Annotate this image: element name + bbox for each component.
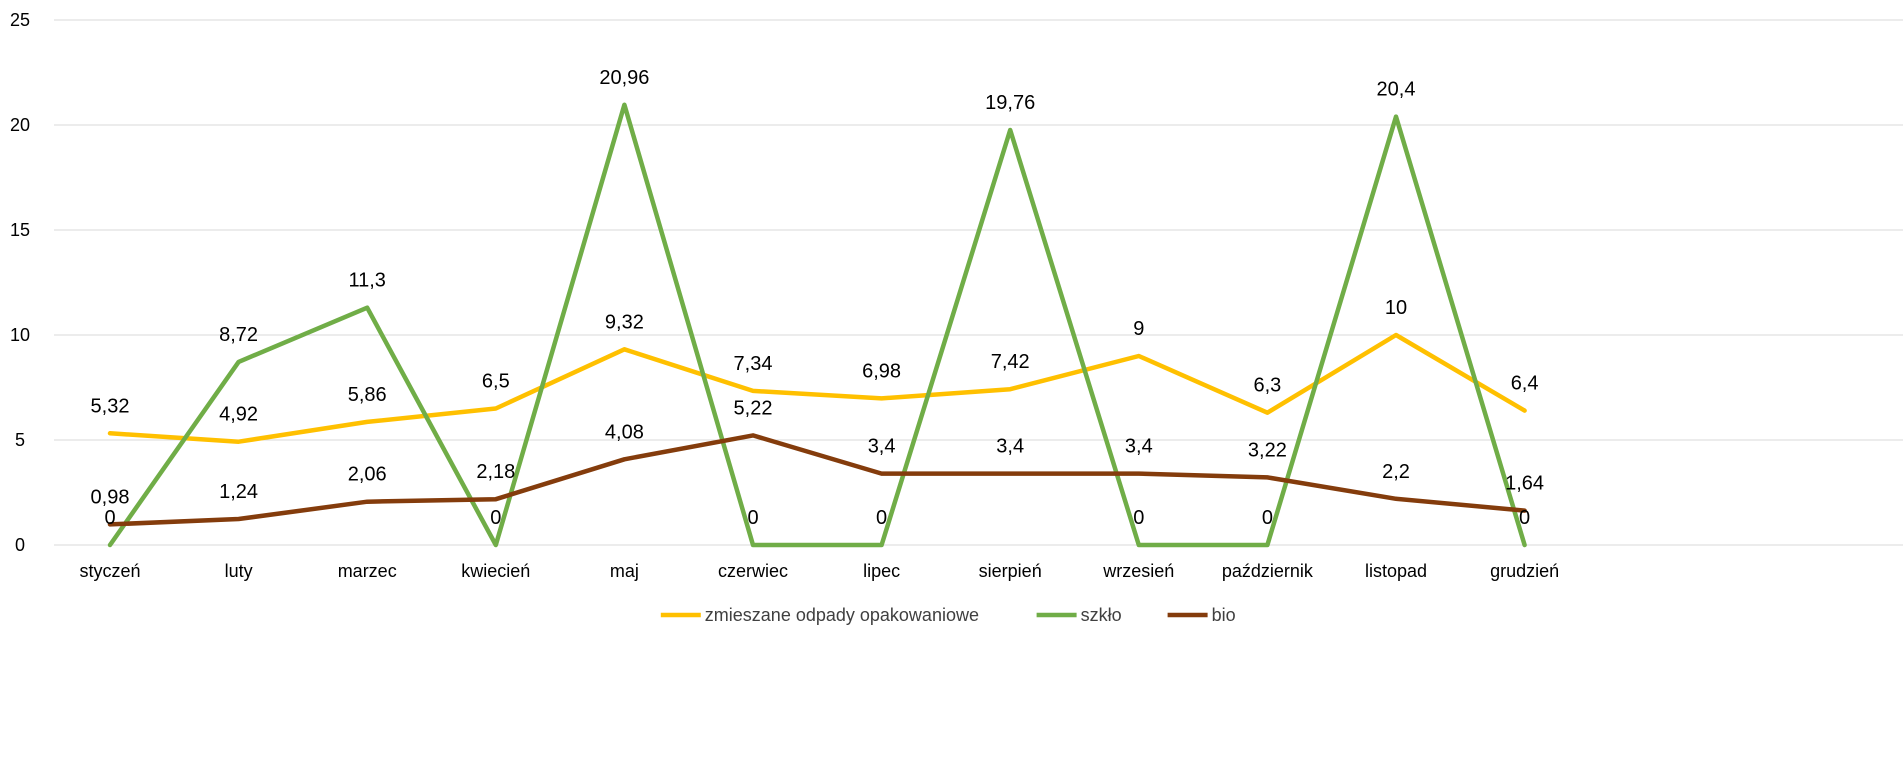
y-tick-label: 25	[10, 10, 30, 30]
y-tick-label: 20	[10, 115, 30, 135]
legend-item: szkło	[1036, 605, 1122, 625]
data-label: 2,06	[348, 464, 387, 486]
legend: zmieszane odpady opakowaniowe szkło bio	[660, 605, 1236, 625]
data-labels-layer: 5,32 4,92 5,86 6,5 9,32 7,34 6,98 7,42 9 6,3 10 6,4…	[91, 67, 1545, 529]
data-label: 0	[1133, 507, 1144, 529]
legend-label: szkło	[1081, 605, 1122, 625]
x-tick-label: styczeń	[79, 561, 140, 581]
x-tick-label: wrzesień	[1102, 561, 1174, 581]
x-tick-label: czerwiec	[718, 561, 788, 581]
data-label: 1,24	[219, 481, 258, 503]
data-label: 9	[1133, 318, 1144, 340]
data-label: 5,32	[91, 395, 130, 417]
data-label: 0	[104, 507, 115, 529]
data-label: 0	[1262, 507, 1273, 529]
data-label: 20,96	[599, 67, 649, 89]
data-label: 0,98	[91, 486, 130, 508]
data-label: 2,18	[476, 461, 515, 483]
x-tick-label: grudzień	[1490, 561, 1559, 581]
y-tick-label: 10	[10, 325, 30, 345]
y-tick-label: 15	[10, 220, 30, 240]
legend-item: bio	[1167, 605, 1236, 625]
data-label: 6,4	[1511, 373, 1539, 395]
data-label: 4,08	[605, 421, 644, 443]
x-tick-label: lipec	[863, 561, 900, 581]
series-line-0	[107, 332, 1527, 444]
grid-layer	[54, 19, 1903, 546]
x-tick-label: marzec	[338, 561, 397, 581]
data-label: 9,32	[605, 311, 644, 333]
x-tick-label: maj	[610, 561, 639, 581]
data-label: 3,4	[1125, 436, 1153, 458]
data-label: 0	[747, 507, 758, 529]
y-tick-label: 0	[15, 535, 25, 555]
y-axis-tick-labels: 0 5 10 15 20 25	[10, 10, 30, 555]
legend-item: zmieszane odpady opakowaniowe	[660, 605, 979, 625]
data-label: 6,3	[1253, 375, 1281, 397]
x-tick-label: listopad	[1365, 561, 1427, 581]
legend-label: bio	[1212, 605, 1236, 625]
series-line-1	[107, 102, 1527, 548]
data-label: 20,4	[1377, 79, 1416, 101]
x-tick-label: sierpień	[979, 561, 1042, 581]
data-label: 6,98	[862, 360, 901, 382]
data-label: 7,34	[734, 353, 773, 375]
data-label: 6,5	[482, 371, 510, 393]
data-label: 7,42	[991, 351, 1030, 373]
data-label: 5,86	[348, 384, 387, 406]
data-label: 5,22	[734, 397, 773, 419]
x-tick-label: październik	[1222, 561, 1314, 581]
legend-label: zmieszane odpady opakowaniowe	[705, 605, 979, 625]
series-layer	[107, 102, 1527, 548]
x-tick-label: kwiecień	[461, 561, 530, 581]
data-label: 4,92	[219, 404, 258, 426]
x-tick-label: luty	[225, 561, 253, 581]
data-label: 3,4	[868, 436, 896, 458]
data-label: 1,64	[1505, 473, 1544, 495]
data-label: 19,76	[985, 92, 1035, 114]
data-label: 3,22	[1248, 439, 1287, 461]
x-axis-tick-labels: styczeń luty marzec kwiecień maj czerwiec lipe…	[79, 561, 1559, 581]
data-label: 2,2	[1382, 461, 1410, 483]
data-label: 0	[1519, 507, 1530, 529]
data-label: 0	[490, 507, 501, 529]
series-line-2	[107, 433, 1527, 527]
data-label: 8,72	[219, 324, 258, 346]
y-tick-label: 5	[15, 430, 25, 450]
data-label: 0	[876, 507, 887, 529]
data-label: 10	[1385, 297, 1407, 319]
data-label: 11,3	[348, 270, 385, 292]
data-label: 3,4	[996, 436, 1024, 458]
